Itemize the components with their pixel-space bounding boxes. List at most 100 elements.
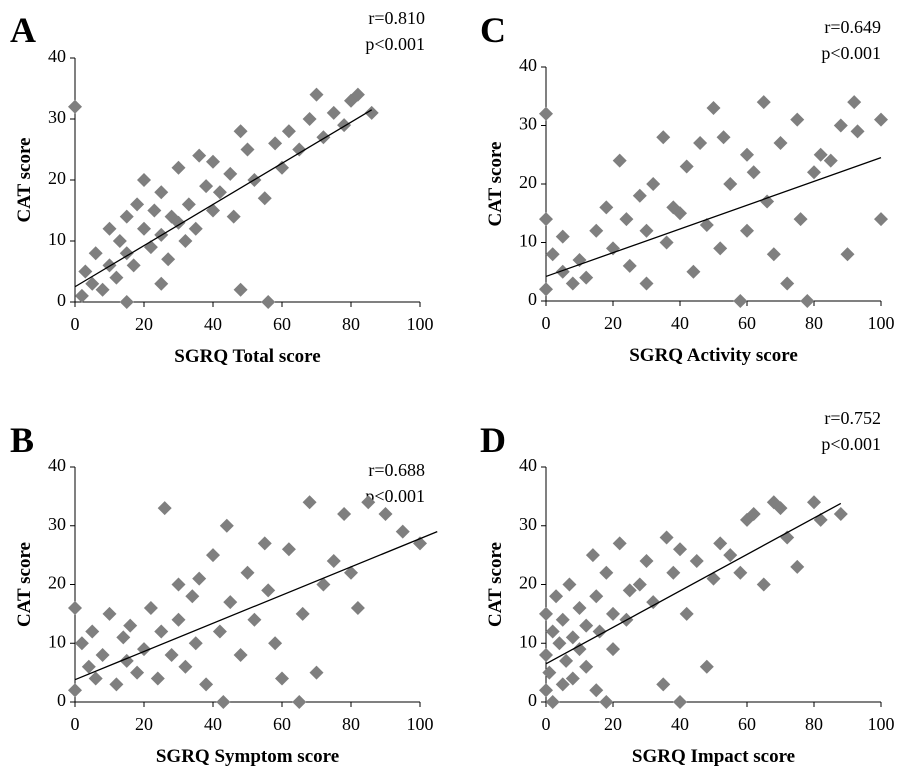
data-point (171, 160, 186, 175)
data-point (807, 165, 821, 180)
data-point (178, 659, 193, 674)
data-point (109, 270, 124, 285)
data-point (619, 212, 634, 227)
x-tick-label: 100 (407, 714, 434, 734)
panel-letter: D (480, 420, 506, 460)
data-point (659, 235, 674, 250)
data-point (281, 542, 296, 557)
annotation: r=0.810 (368, 8, 425, 28)
data-point (639, 223, 654, 238)
x-tick-label: 100 (868, 714, 895, 734)
data-point (659, 530, 674, 545)
data-point (666, 565, 681, 580)
data-point (733, 294, 748, 308)
annotation: p<0.001 (821, 43, 881, 63)
annotation: p<0.001 (365, 34, 425, 54)
data-point (833, 118, 848, 133)
data-point (226, 209, 241, 224)
data-point (102, 258, 117, 273)
data-point (161, 252, 176, 267)
data-point (673, 206, 687, 221)
data-point (773, 501, 788, 516)
annotation: r=0.688 (368, 460, 425, 480)
data-point (337, 118, 352, 133)
data-point (579, 270, 594, 285)
x-tick-label: 40 (204, 314, 222, 334)
data-point (326, 554, 341, 568)
data-point (746, 507, 761, 521)
data-point (212, 185, 227, 200)
data-point (646, 595, 661, 610)
data-point (102, 606, 117, 621)
y-tick-label: 10 (519, 631, 537, 651)
data-point (713, 536, 728, 551)
trend-line (545, 157, 882, 278)
x-tick-label: 100 (868, 313, 895, 333)
data-point (81, 659, 96, 674)
data-point (178, 234, 193, 248)
y-axis-title: CAT score (14, 138, 35, 223)
annotation: p<0.001 (365, 486, 425, 506)
data-point (337, 507, 352, 521)
data-point (233, 282, 248, 297)
data-point (164, 648, 179, 662)
data-point (545, 247, 560, 262)
data-point (102, 221, 117, 236)
y-tick-label: 10 (48, 631, 66, 651)
annotation: r=0.752 (824, 408, 881, 428)
data-point (646, 177, 661, 191)
data-point (137, 221, 151, 236)
data-point (773, 136, 788, 151)
data-point (223, 595, 238, 610)
y-tick-label: 30 (48, 107, 66, 127)
data-point (233, 648, 248, 662)
data-point (850, 124, 865, 139)
data-point (565, 276, 580, 291)
data-point (143, 601, 158, 615)
data-point (185, 589, 200, 604)
data-point (756, 577, 771, 592)
data-point (130, 197, 145, 212)
data-point (188, 221, 203, 236)
data-point (706, 100, 721, 115)
data-point (219, 518, 234, 533)
x-axis-title: SGRQ Impact score (632, 746, 795, 767)
x-axis-title: SGRQ Symptom score (156, 746, 339, 767)
y-tick-label: 40 (48, 46, 66, 66)
data-point (562, 577, 577, 592)
data-point (689, 554, 704, 568)
x-tick-label: 40 (204, 714, 222, 734)
data-point (813, 147, 828, 162)
data-point (85, 276, 100, 291)
data-point (344, 565, 358, 580)
data-point (793, 212, 808, 227)
data-point (212, 624, 227, 639)
y-tick-label: 10 (519, 231, 537, 251)
data-point (154, 185, 169, 200)
data-point (555, 612, 570, 627)
data-point (874, 212, 888, 227)
x-axis-title: SGRQ Activity score (629, 345, 798, 366)
data-point (150, 671, 165, 686)
data-point (746, 165, 761, 180)
x-tick-label: 60 (273, 314, 291, 334)
data-point (78, 264, 93, 279)
data-point (157, 501, 172, 516)
data-point (539, 606, 553, 621)
data-point (760, 194, 775, 209)
data-point (171, 577, 186, 592)
data-point (823, 153, 838, 168)
data-point (326, 105, 341, 120)
x-tick-label: 80 (342, 314, 360, 334)
data-point (599, 200, 614, 215)
data-point (154, 276, 169, 291)
panel-letter: B (10, 420, 34, 460)
data-point (632, 188, 647, 203)
data-point (572, 642, 587, 657)
data-point (599, 565, 614, 580)
data-point (545, 624, 560, 639)
x-tick-label: 40 (671, 714, 689, 734)
data-point (780, 276, 795, 291)
